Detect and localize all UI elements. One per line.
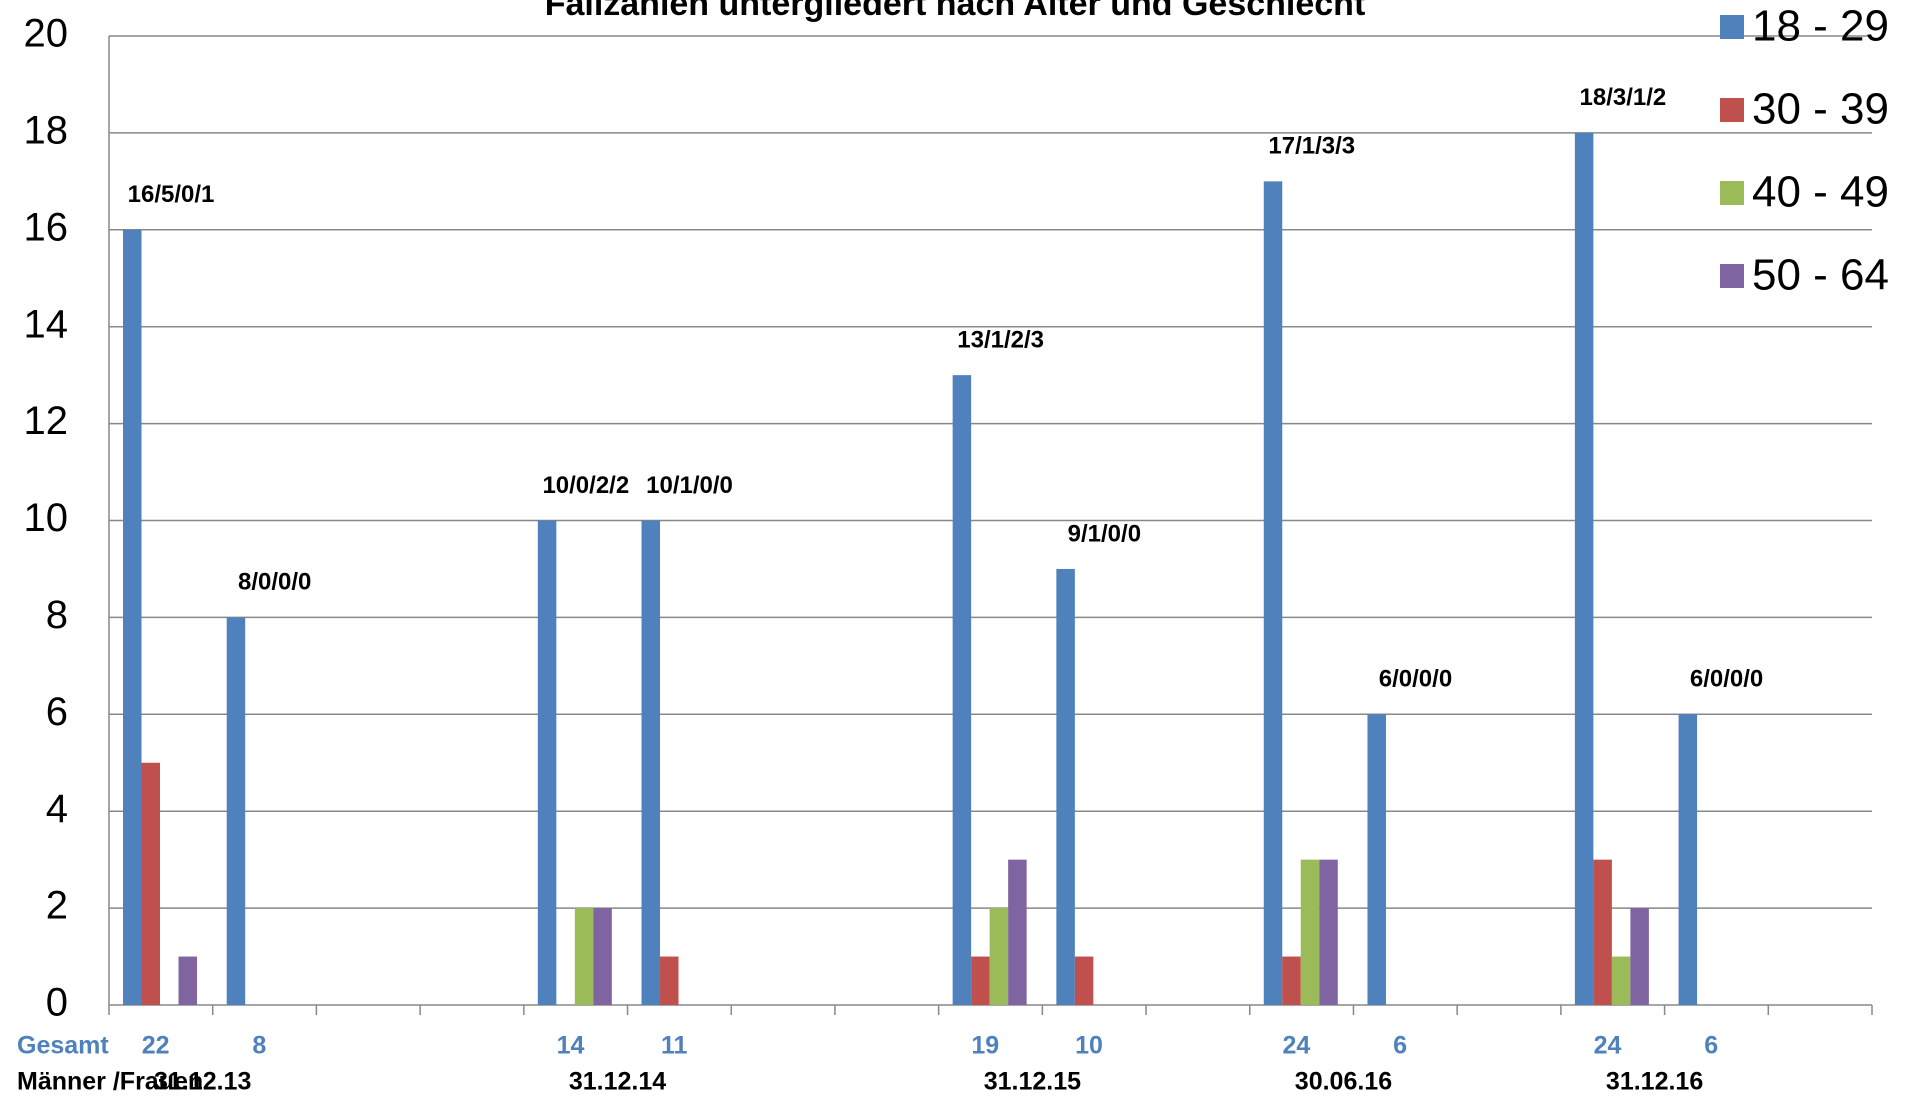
bar: [123, 229, 142, 1006]
date-label: 31.12.15: [984, 1068, 1081, 1095]
legend-label: 30 - 39: [1752, 85, 1889, 134]
total-value: 11: [661, 1032, 688, 1060]
date-label: 30.06.16: [1295, 1068, 1392, 1095]
bar: [1593, 859, 1612, 1005]
legend-label: 40 - 49: [1752, 168, 1889, 217]
bar: [1056, 568, 1075, 1005]
total-value: 14: [557, 1032, 585, 1060]
total-value: 8: [252, 1032, 266, 1060]
legend-swatch: [1720, 98, 1744, 122]
bar: [1574, 132, 1594, 1005]
bar-label: 13/1/2/3: [957, 326, 1044, 353]
bar: [1611, 956, 1631, 1005]
bar: [660, 956, 679, 1005]
bar: [989, 908, 1009, 1005]
y-tick-label: 16: [24, 205, 69, 249]
legend-swatch: [1720, 264, 1744, 288]
total-value: 22: [142, 1032, 170, 1060]
y-tick-label: 6: [46, 690, 68, 734]
bar-label: 10/0/2/2: [542, 472, 629, 499]
bar: [971, 956, 990, 1005]
y-tick-label: 4: [46, 787, 68, 831]
bar-label: 9/1/0/0: [1068, 520, 1141, 547]
bar: [537, 520, 557, 1005]
y-tick-label: 2: [46, 884, 68, 928]
bar: [1678, 714, 1698, 1005]
bar: [641, 520, 661, 1005]
bar: [1630, 908, 1649, 1005]
total-value: 19: [971, 1032, 999, 1060]
date-label: 31.12.14: [569, 1068, 666, 1095]
y-tick-label: 12: [24, 399, 69, 443]
legend-label: 18 - 29: [1752, 2, 1889, 51]
date-row-label: Männer /Frauen: [17, 1068, 203, 1095]
y-tick-label: 10: [24, 496, 69, 540]
date-label: 31.12.13: [154, 1068, 251, 1095]
bar-label: 18/3/1/2: [1580, 84, 1667, 111]
bar: [178, 956, 197, 1005]
bar: [1367, 714, 1386, 1005]
bar-label: 8/0/0/0: [238, 569, 311, 596]
bar: [1319, 859, 1338, 1005]
bar: [1074, 956, 1094, 1005]
total-value: 24: [1594, 1032, 1622, 1060]
total-value: 24: [1283, 1032, 1311, 1060]
chart-title: Fallzahlen untergliedert nach Alter und …: [545, 0, 1366, 23]
bar: [141, 762, 160, 1005]
bar: [1300, 859, 1320, 1005]
bar: [1282, 956, 1301, 1005]
legend-swatch: [1720, 181, 1744, 205]
bar: [226, 617, 246, 1005]
bar: [574, 908, 594, 1005]
total-value: 10: [1075, 1032, 1103, 1060]
total-value: 6: [1704, 1032, 1718, 1060]
bar-label: 6/0/0/0: [1690, 666, 1763, 693]
date-label: 31.12.16: [1606, 1068, 1703, 1095]
bar: [1008, 859, 1027, 1005]
total-value: 6: [1393, 1032, 1407, 1060]
bar-label: 6/0/0/0: [1379, 666, 1452, 693]
y-tick-label: 20: [24, 12, 69, 56]
bar-label: 10/1/0/0: [646, 472, 733, 499]
y-tick-label: 18: [24, 108, 69, 152]
y-tick-label: 0: [46, 981, 68, 1025]
legend-label: 50 - 64: [1752, 251, 1889, 300]
legend-swatch: [1720, 15, 1744, 39]
bar: [952, 375, 972, 1005]
bar-label: 16/5/0/1: [128, 181, 215, 208]
y-tick-label: 8: [46, 593, 68, 637]
y-tick-label: 14: [24, 302, 69, 346]
bar: [1263, 181, 1283, 1006]
bar: [593, 908, 612, 1005]
bar-label: 17/1/3/3: [1268, 133, 1355, 160]
total-row-label: Gesamt: [17, 1032, 109, 1060]
